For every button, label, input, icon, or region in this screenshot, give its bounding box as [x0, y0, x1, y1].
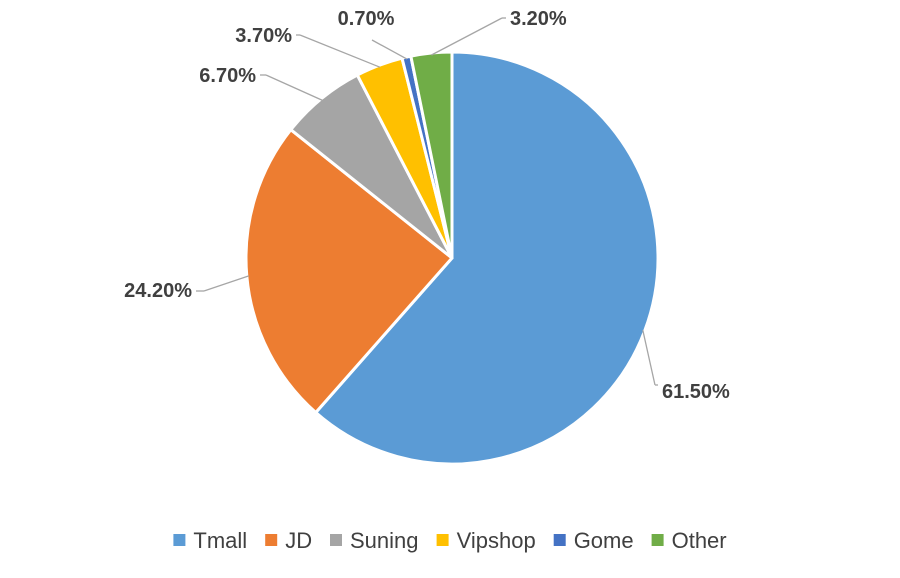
legend: Tmall JD Suning Vipshop Gome Other	[173, 528, 727, 553]
data-label-jd: 24.20%	[124, 280, 192, 302]
legend-swatch-vipshop	[436, 534, 449, 546]
data-labels: 61.50% 24.20% 6.70% 3.70% 0.70% 3.20%	[124, 8, 730, 403]
data-label-gome: 0.70%	[338, 8, 395, 30]
leader-line-gome	[371, 39, 408, 60]
legend-label-suning: Suning	[350, 528, 419, 553]
leader-lines	[196, 17, 658, 386]
data-label-suning: 6.70%	[199, 65, 256, 87]
legend-label-gome: Gome	[574, 528, 634, 553]
leader-line-jd	[203, 275, 250, 292]
leader-line-suning	[265, 74, 323, 101]
legend-label-other: Other	[672, 528, 727, 553]
legend-swatch-tmall	[173, 534, 186, 546]
data-label-tmall: 61.50%	[662, 381, 730, 403]
legend-swatch-other	[651, 534, 664, 546]
data-label-other: 3.20%	[510, 8, 567, 30]
pie-slices	[244, 50, 660, 466]
legend-label-vipshop: Vipshop	[457, 528, 536, 553]
legend-label-jd: JD	[285, 528, 312, 553]
leader-line-vipshop	[299, 34, 381, 68]
leader-line-other	[431, 17, 503, 56]
pie-slice-tmall	[314, 50, 660, 466]
legend-swatch-suning	[330, 534, 342, 546]
pie-slice-other	[409, 50, 454, 260]
legend-swatch-jd	[265, 534, 278, 546]
leader-line-tmall	[642, 329, 656, 386]
legend-label-tmall: Tmall	[193, 528, 247, 553]
legend-swatch-gome	[553, 534, 566, 546]
data-label-vipshop: 3.70%	[235, 25, 292, 47]
